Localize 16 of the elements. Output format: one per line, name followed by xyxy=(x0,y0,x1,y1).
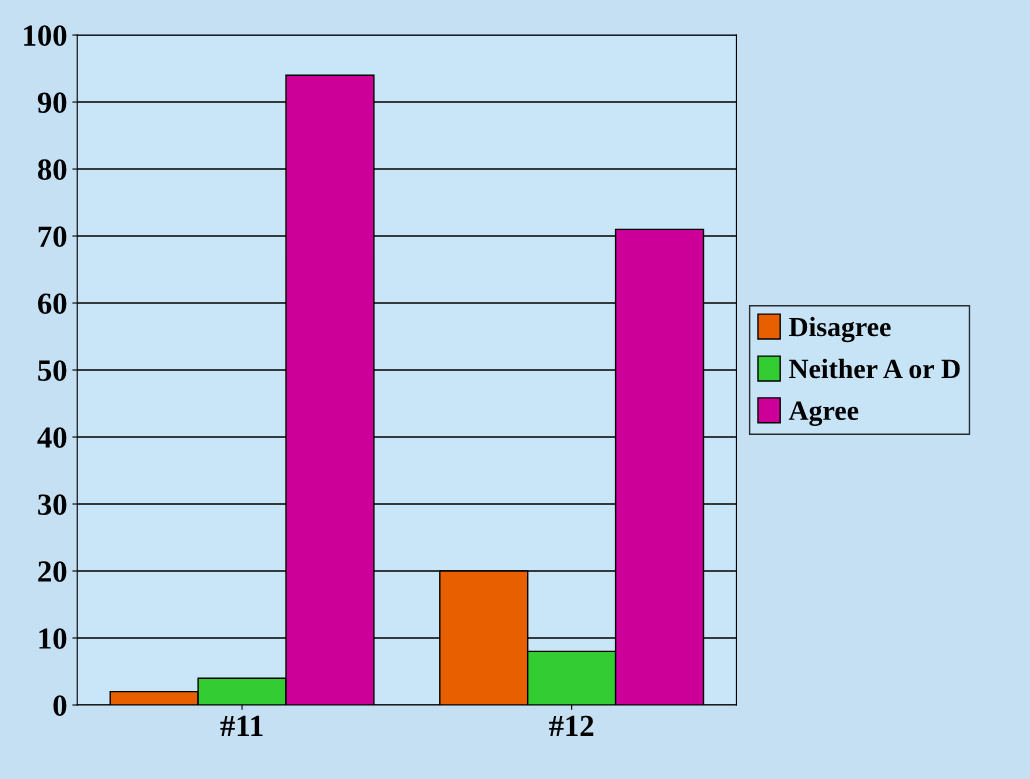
y-tick-label: 100 xyxy=(24,25,67,46)
y-tick-label: 20 xyxy=(38,561,67,582)
y-tick-label: 90 xyxy=(37,92,67,113)
x-tick-label: #11 xyxy=(220,715,263,736)
y-tick-label: 10 xyxy=(39,628,67,649)
legend-label: Agree xyxy=(788,401,859,426)
y-tick-label: 40 xyxy=(37,427,67,448)
legend-label: Neither A or D xyxy=(789,358,960,379)
y-tick-label: 80 xyxy=(37,159,67,180)
y-tick-label: 60 xyxy=(38,293,67,314)
y-tick-label: 70 xyxy=(38,226,67,247)
y-tick-label: 30 xyxy=(38,494,67,515)
x-tick-label: #12 xyxy=(549,715,594,736)
y-tick-label: 50 xyxy=(38,360,67,381)
y-tick-label: 0 xyxy=(53,695,67,716)
legend-label: Disagree xyxy=(789,316,891,343)
